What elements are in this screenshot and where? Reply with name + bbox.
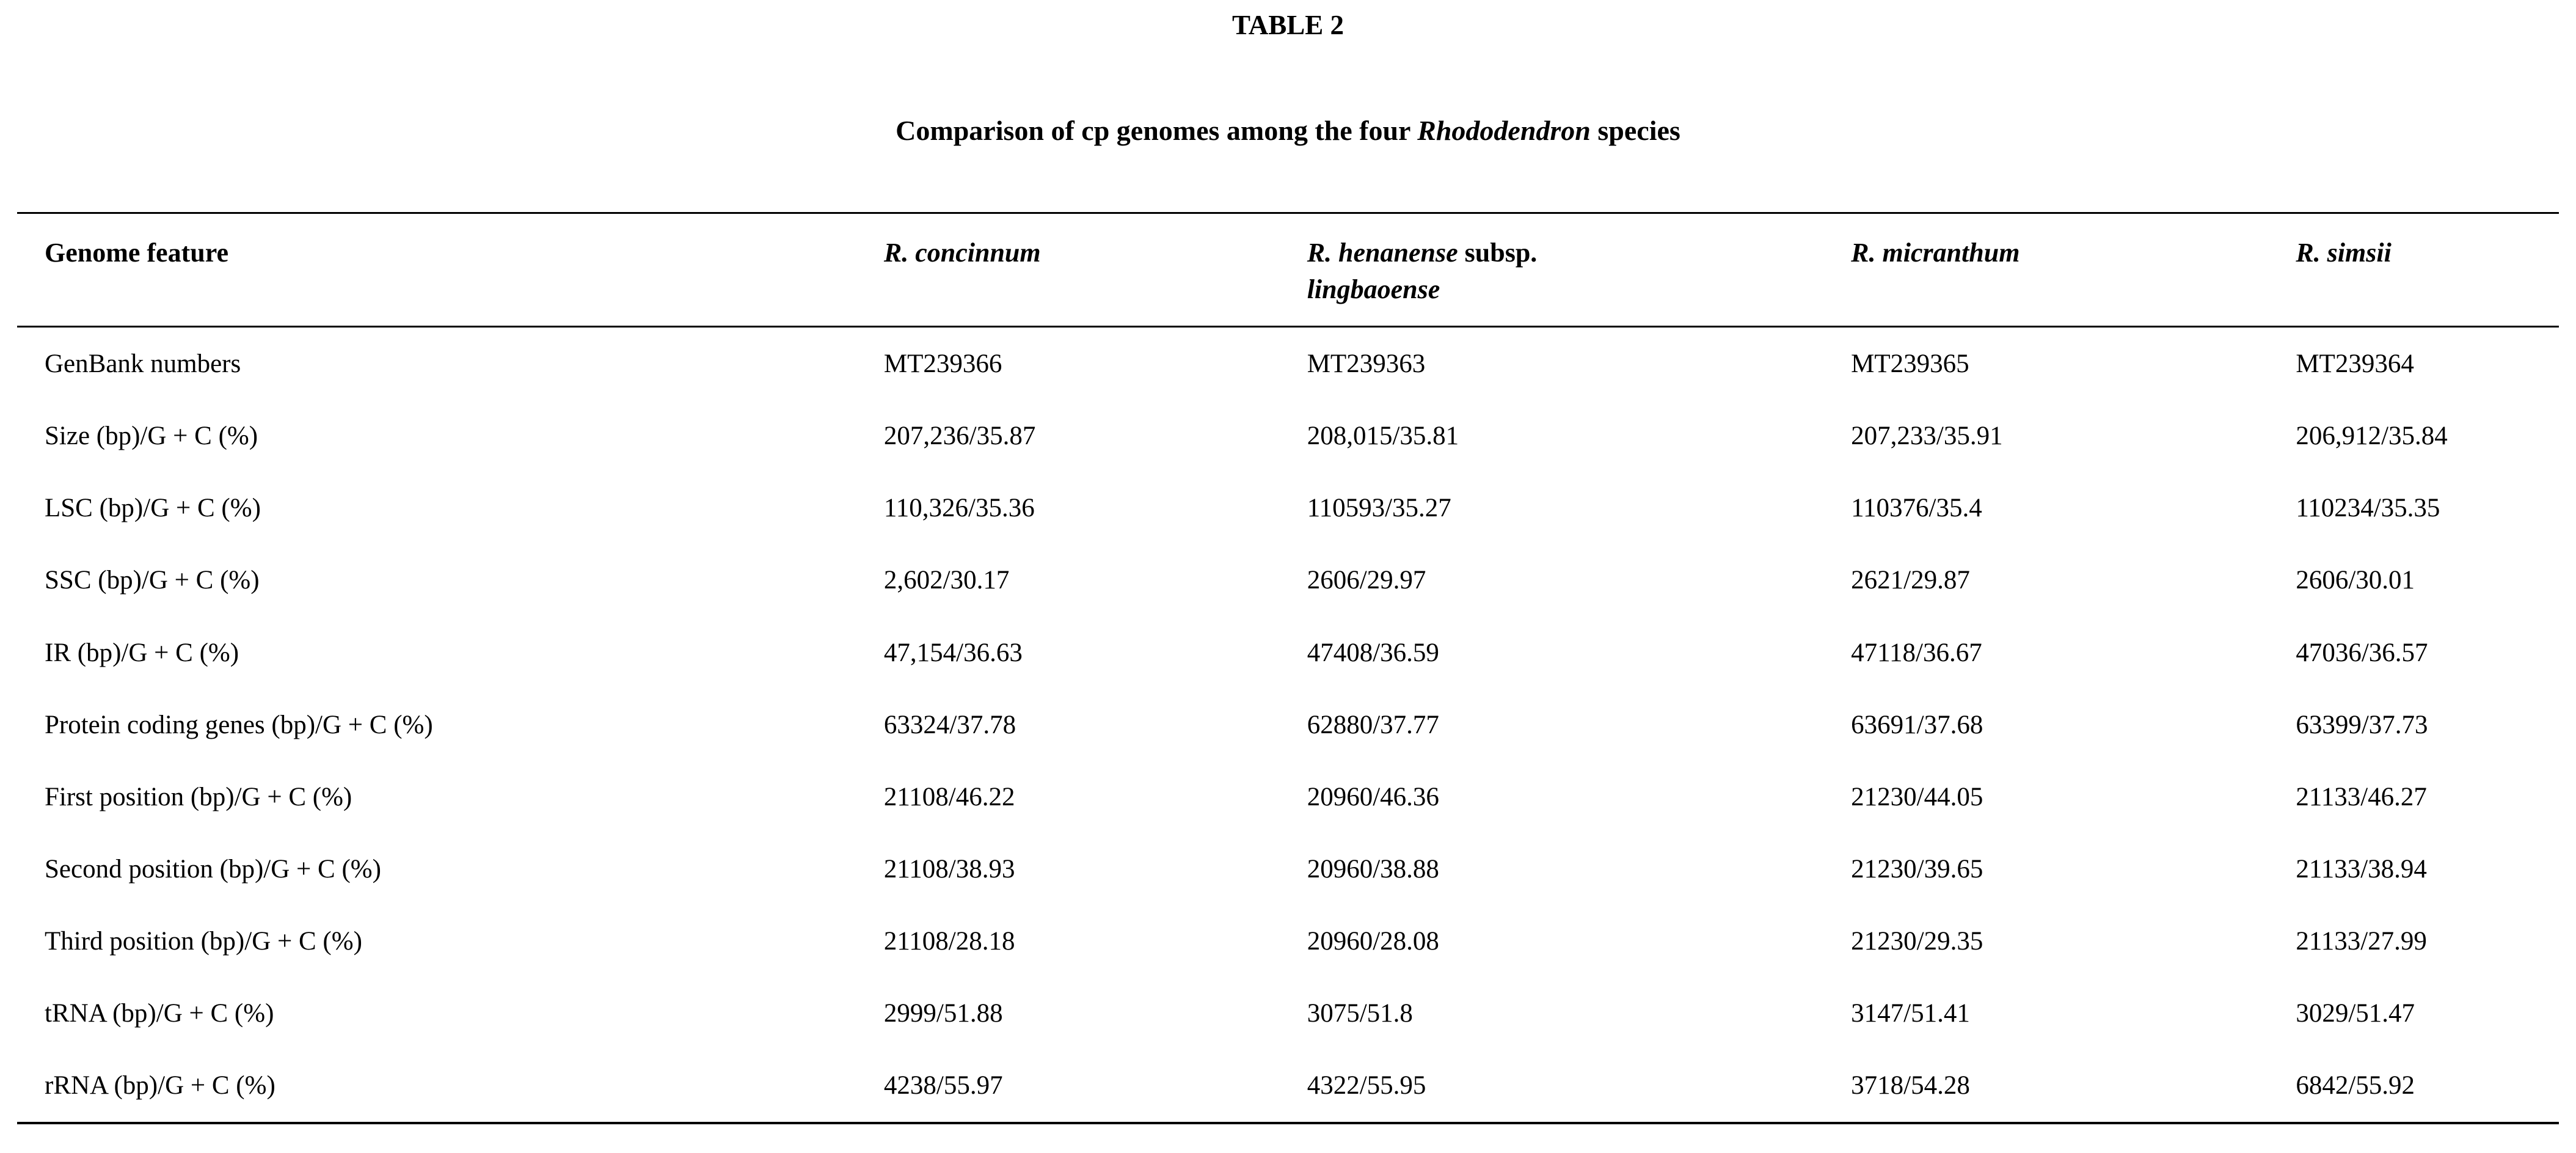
- value-cell: 207,236/35.87: [883, 422, 1036, 451]
- value-cell: MT239363: [1307, 349, 1426, 378]
- value-cell: 47,154/36.63: [883, 638, 1023, 667]
- feature-cell: Second position (bp)/G + C (%): [45, 854, 381, 884]
- value-cell: 6842/55.92: [2296, 1071, 2415, 1100]
- value-cell: 2999/51.88: [883, 999, 1003, 1028]
- value-cell: 21108/38.93: [883, 854, 1015, 884]
- table-row: GenBank numbers MT239366 MT239363 MT2393…: [17, 326, 2559, 400]
- value-cell: 4322/55.95: [1307, 1071, 1426, 1100]
- column-header-simsii: R. simsii: [2296, 213, 2559, 328]
- feature-cell: tRNA (bp)/G + C (%): [45, 999, 274, 1028]
- table-row: tRNA (bp)/G + C (%) 2999/51.88 3075/51.8…: [17, 977, 2559, 1049]
- value-cell: 21108/46.22: [883, 782, 1015, 811]
- table-row: SSC (bp)/G + C (%) 2,602/30.17 2606/29.9…: [17, 544, 2559, 616]
- value-cell: 63399/37.73: [2296, 710, 2428, 739]
- table-title-prefix: Comparison of cp genomes among the four: [896, 115, 1418, 146]
- feature-cell: Size (bp)/G + C (%): [45, 422, 258, 451]
- value-cell: MT239366: [883, 349, 1002, 378]
- column-header-concinnum: R. concinnum: [883, 213, 1307, 328]
- column-header-henanense: R. henanense subsp. lingbaoense: [1307, 213, 1852, 328]
- table-row: Protein coding genes (bp)/G + C (%) 6332…: [17, 689, 2559, 761]
- value-cell: 207,233/35.91: [1851, 422, 2003, 451]
- value-cell: 21230/39.65: [1851, 854, 1983, 884]
- table-label: TABLE 2: [1232, 10, 1344, 40]
- value-cell: 21108/28.18: [883, 927, 1015, 956]
- value-cell: 47118/36.67: [1851, 638, 1982, 667]
- value-cell: 2606/30.01: [2296, 566, 2415, 595]
- feature-cell: rRNA (bp)/G + C (%): [45, 1071, 275, 1100]
- value-cell: 63324/37.78: [883, 710, 1016, 739]
- value-cell: 21133/38.94: [2296, 854, 2427, 884]
- comparison-table: Genome feature R. concinnum R. henanense…: [17, 212, 2559, 1124]
- value-cell: 2621/29.87: [1851, 566, 1970, 595]
- table-row: rRNA (bp)/G + C (%) 4238/55.97 4322/55.9…: [17, 1049, 2559, 1122]
- value-cell: 110234/35.35: [2296, 494, 2440, 523]
- table-title: Comparison of cp genomes among the four …: [17, 114, 2559, 147]
- table-row: IR (bp)/G + C (%) 47,154/36.63 47408/36.…: [17, 617, 2559, 689]
- value-cell: 62880/37.77: [1307, 710, 1439, 739]
- value-cell: 3147/51.41: [1851, 999, 1970, 1028]
- feature-cell: IR (bp)/G + C (%): [45, 638, 239, 667]
- column-header-concinnum-label: R. concinnum: [883, 238, 1041, 268]
- table-row: Size (bp)/G + C (%) 207,236/35.87 208,01…: [17, 400, 2559, 472]
- column-header-simsii-label: R. simsii: [2296, 238, 2392, 268]
- value-cell: 20960/28.08: [1307, 927, 1439, 956]
- value-cell: 3075/51.8: [1307, 999, 1413, 1028]
- value-cell: 21230/29.35: [1851, 927, 1983, 956]
- feature-cell: Third position (bp)/G + C (%): [45, 927, 362, 956]
- feature-cell: First position (bp)/G + C (%): [45, 782, 352, 811]
- value-cell: 110376/35.4: [1851, 494, 1982, 523]
- value-cell: 47408/36.59: [1307, 638, 1439, 667]
- feature-cell: GenBank numbers: [45, 349, 241, 378]
- column-header-henanense-name: R. henanense: [1307, 238, 1458, 268]
- value-cell: 21133/27.99: [2296, 927, 2427, 956]
- value-cell: 21230/44.05: [1851, 782, 1983, 811]
- value-cell: MT239364: [2296, 349, 2414, 378]
- feature-cell: SSC (bp)/G + C (%): [45, 566, 260, 595]
- value-cell: 20960/46.36: [1307, 782, 1439, 811]
- value-cell: 206,912/35.84: [2296, 422, 2448, 451]
- value-cell: 21133/46.27: [2296, 782, 2427, 811]
- column-header-feature: Genome feature: [17, 213, 884, 328]
- table-title-suffix: species: [1590, 115, 1680, 146]
- column-header-micranthum-label: R. micranthum: [1851, 238, 2020, 268]
- column-header-henanense-rank: subsp.: [1458, 238, 1538, 268]
- feature-cell: LSC (bp)/G + C (%): [45, 494, 261, 523]
- table-header-row: Genome feature R. concinnum R. henanense…: [17, 213, 2559, 328]
- value-cell: 2606/29.97: [1307, 566, 1426, 595]
- value-cell: 20960/38.88: [1307, 854, 1439, 884]
- value-cell: 110593/35.27: [1307, 494, 1451, 523]
- table-row: First position (bp)/G + C (%) 21108/46.2…: [17, 761, 2559, 833]
- value-cell: 110,326/35.36: [883, 494, 1035, 523]
- feature-cell: Protein coding genes (bp)/G + C (%): [45, 710, 433, 739]
- table-row: Third position (bp)/G + C (%) 21108/28.1…: [17, 905, 2559, 977]
- column-header-feature-label: Genome feature: [45, 238, 228, 268]
- value-cell: 2,602/30.17: [883, 566, 1010, 595]
- value-cell: 208,015/35.81: [1307, 422, 1459, 451]
- value-cell: MT239365: [1851, 349, 1969, 378]
- column-header-henanense-subname: lingbaoense: [1307, 274, 1440, 304]
- table-row: LSC (bp)/G + C (%) 110,326/35.36 110593/…: [17, 472, 2559, 544]
- value-cell: 4238/55.97: [883, 1071, 1003, 1100]
- column-header-micranthum: R. micranthum: [1851, 213, 2296, 328]
- value-cell: 3718/54.28: [1851, 1071, 1970, 1100]
- table-row: Second position (bp)/G + C (%) 21108/38.…: [17, 833, 2559, 905]
- table-title-genus: Rhododendron: [1417, 115, 1591, 146]
- value-cell: 3029/51.47: [2296, 999, 2415, 1028]
- value-cell: 63691/37.68: [1851, 710, 1983, 739]
- value-cell: 47036/36.57: [2296, 638, 2428, 667]
- page: TABLE 2 Comparison of cp genomes among t…: [17, 10, 2559, 1124]
- table-body: GenBank numbers MT239366 MT239363 MT2393…: [17, 326, 2559, 1122]
